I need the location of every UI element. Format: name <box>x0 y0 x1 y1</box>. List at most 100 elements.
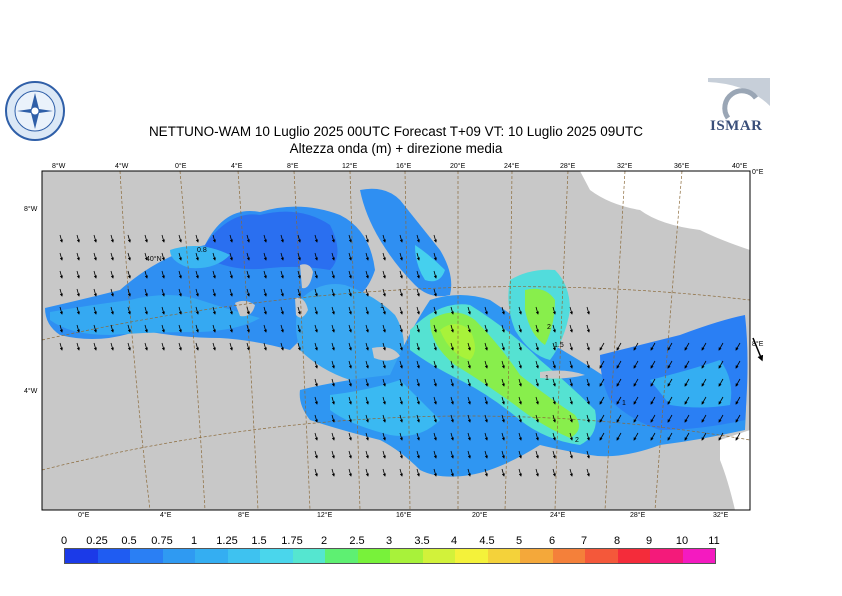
direction-arrow <box>178 324 182 333</box>
direction-arrow <box>382 396 386 405</box>
direction-arrow <box>684 342 690 351</box>
direction-arrow <box>467 414 471 423</box>
direction-arrow <box>569 468 573 477</box>
direction-arrow <box>399 414 403 423</box>
direction-arrow <box>314 324 318 333</box>
direction-arrow <box>229 306 233 315</box>
direction-arrow <box>433 468 437 477</box>
direction-arrow <box>246 306 250 315</box>
colorbar-swatch <box>97 549 130 563</box>
direction-arrow <box>599 342 605 351</box>
direction-arrow <box>365 306 369 315</box>
direction-arrow <box>684 360 690 369</box>
direction-arrow <box>450 324 454 333</box>
direction-arrow <box>246 324 250 333</box>
direction-arrow <box>246 342 250 351</box>
direction-arrow <box>348 450 352 459</box>
direction-arrow <box>212 288 216 297</box>
lon-label: 28°E <box>560 162 576 170</box>
direction-arrow <box>365 252 369 261</box>
bottom-longitude-labels: 0°E 4°E 8°E 12°E 16°E 20°E 24°E 28°E 32°… <box>78 511 729 519</box>
direction-arrow <box>314 270 318 279</box>
direction-arrow <box>280 270 284 279</box>
direction-arrow <box>586 432 590 441</box>
direction-arrow <box>212 342 216 351</box>
wave-direction-arrows <box>59 234 741 477</box>
right-axis-label: 8°E <box>752 340 764 348</box>
direction-arrow <box>314 306 318 315</box>
direction-arrow <box>365 396 369 405</box>
direction-arrow <box>297 324 301 333</box>
direction-arrow <box>399 342 403 351</box>
direction-arrow <box>331 342 335 351</box>
direction-arrow <box>212 306 216 315</box>
direction-arrow <box>161 342 165 351</box>
direction-arrow <box>263 306 267 315</box>
direction-arrow <box>599 360 605 369</box>
colorbar-swatch <box>260 549 293 563</box>
direction-arrow <box>399 288 403 297</box>
direction-arrow <box>331 378 335 387</box>
direction-arrow <box>467 432 471 441</box>
contour-label: 1.5 <box>554 342 564 349</box>
direction-arrow <box>263 234 267 243</box>
direction-arrow <box>735 396 741 405</box>
direction-arrow <box>212 252 216 261</box>
direction-arrow <box>76 288 80 297</box>
direction-arrow <box>348 270 352 279</box>
direction-arrow <box>501 414 505 423</box>
direction-arrow <box>365 288 369 297</box>
direction-arrow <box>433 288 437 297</box>
direction-arrow <box>348 396 352 405</box>
direction-arrow <box>382 288 386 297</box>
direction-arrow <box>416 432 420 441</box>
direction-arrow <box>76 324 80 333</box>
direction-arrow <box>701 414 707 423</box>
direction-arrow <box>348 378 352 387</box>
direction-arrow <box>518 342 522 351</box>
direction-arrow <box>365 450 369 459</box>
direction-arrow <box>467 306 471 315</box>
direction-arrow <box>552 450 556 459</box>
direction-arrow <box>144 306 148 315</box>
lon-label: 20°E <box>472 511 488 519</box>
direction-arrow <box>195 288 199 297</box>
direction-arrow <box>569 396 573 405</box>
direction-arrow <box>127 252 131 261</box>
lon-label: 24°E <box>550 511 566 519</box>
direction-arrow <box>416 414 420 423</box>
direction-arrow <box>586 468 590 477</box>
direction-arrow <box>93 252 97 261</box>
direction-arrow <box>365 378 369 387</box>
lon-label: 0°E <box>78 511 90 519</box>
direction-arrow <box>399 270 403 279</box>
direction-arrow <box>535 450 539 459</box>
direction-arrow <box>599 432 605 441</box>
direction-arrow <box>633 396 639 405</box>
direction-arrow <box>127 306 131 315</box>
direction-arrow <box>59 306 63 315</box>
legend-label: 3.5 <box>414 535 430 547</box>
direction-arrow <box>416 468 420 477</box>
direction-arrow <box>161 270 165 279</box>
colorbar-swatch <box>390 549 423 563</box>
colorbar-swatch <box>682 549 715 563</box>
legend-label: 7 <box>580 535 588 547</box>
direction-arrow <box>569 432 573 441</box>
direction-arrow <box>144 324 148 333</box>
colorbar-swatch <box>292 549 325 563</box>
direction-arrow <box>433 252 437 261</box>
direction-arrow <box>450 450 454 459</box>
direction-arrow <box>297 252 301 261</box>
direction-arrow <box>586 378 590 387</box>
direction-arrow <box>535 468 539 477</box>
direction-arrow <box>59 324 63 333</box>
direction-arrow <box>484 450 488 459</box>
lon-label: 4°E <box>231 162 243 170</box>
direction-arrow <box>684 396 690 405</box>
direction-arrow <box>331 360 335 369</box>
direction-arrow <box>518 324 522 333</box>
direction-arrow <box>59 342 63 351</box>
direction-arrow <box>535 324 539 333</box>
